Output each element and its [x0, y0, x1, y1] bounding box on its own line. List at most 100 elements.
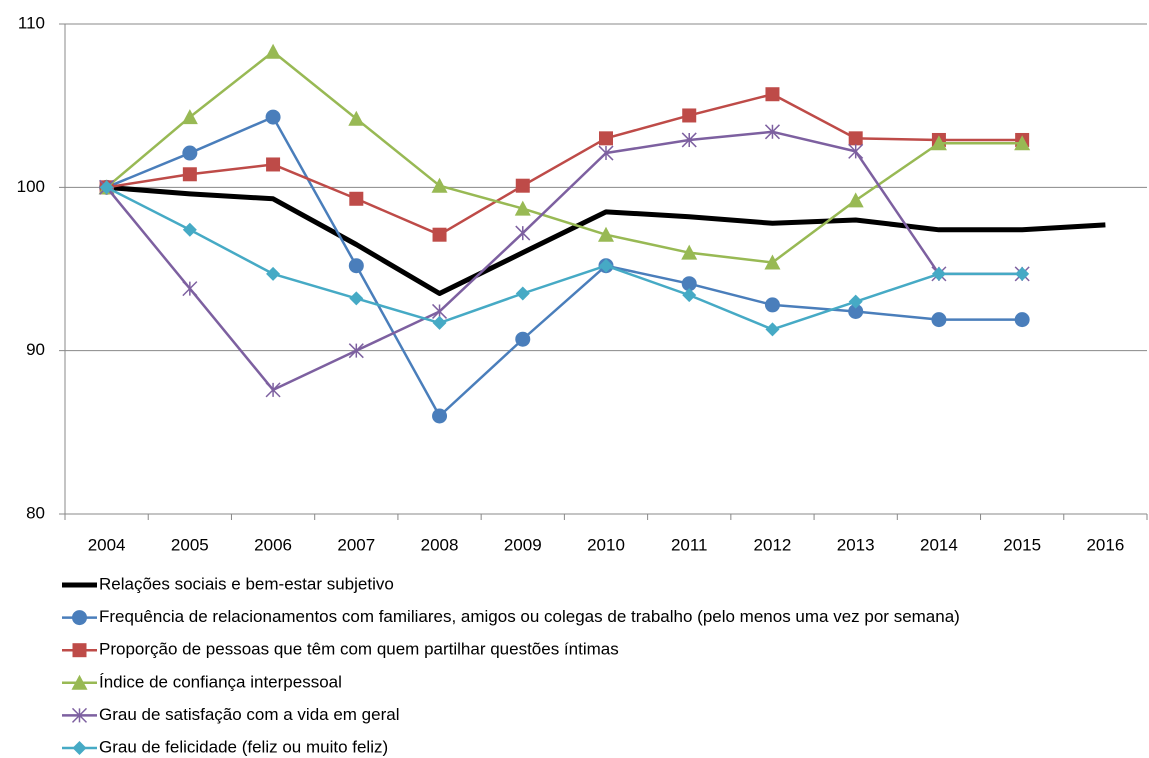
- marker: [515, 225, 531, 241]
- marker-shape: [681, 276, 697, 292]
- marker: [72, 610, 87, 626]
- marker: [348, 258, 364, 274]
- marker: [349, 191, 364, 206]
- marker: [681, 276, 697, 292]
- marker-shape: [848, 303, 864, 319]
- marker-shape: [764, 124, 780, 140]
- marker: [1014, 312, 1030, 328]
- marker-shape: [182, 281, 198, 297]
- marker: [514, 200, 531, 216]
- marker: [931, 266, 946, 281]
- marker: [515, 286, 530, 301]
- marker-shape: [1014, 312, 1030, 328]
- marker: [71, 707, 88, 723]
- series-line: [105, 50, 1023, 264]
- marker: [181, 109, 198, 125]
- marker: [681, 244, 698, 260]
- marker-shape: [515, 331, 531, 347]
- marker: [765, 87, 780, 102]
- marker-shape: [515, 225, 531, 241]
- legend-label: Relações sociais e bem-estar subjetivo: [99, 574, 394, 593]
- marker-shape: [266, 266, 281, 281]
- marker: [349, 291, 364, 306]
- marker: [265, 382, 281, 398]
- marker: [848, 303, 864, 319]
- marker-shape: [931, 266, 946, 281]
- marker: [182, 145, 198, 161]
- marker: [99, 180, 114, 195]
- legend-label: Frequência de relacionamentos com famili…: [99, 607, 960, 626]
- marker: [1015, 266, 1030, 281]
- marker-shape: [72, 741, 87, 755]
- marker: [764, 297, 780, 313]
- marker: [930, 135, 947, 151]
- marker-shape: [515, 178, 530, 193]
- marker: [1014, 135, 1031, 151]
- marker-shape: [99, 180, 114, 195]
- marker-shape: [681, 132, 697, 148]
- marker-shape: [265, 43, 282, 59]
- marker: [681, 132, 697, 148]
- marker: [71, 674, 88, 690]
- marker: [72, 643, 87, 658]
- marker-shape: [72, 643, 87, 658]
- marker-shape: [848, 143, 864, 159]
- marker: [847, 192, 864, 208]
- marker: [432, 315, 447, 330]
- marker-shape: [1014, 135, 1031, 151]
- x-tick-label: 2012: [754, 535, 792, 554]
- marker-shape: [348, 258, 364, 274]
- marker: [599, 258, 613, 273]
- marker-shape: [1015, 266, 1030, 281]
- series-line: [106, 115, 1023, 418]
- marker-shape: [599, 131, 613, 146]
- marker: [431, 177, 448, 193]
- marker: [265, 43, 282, 59]
- marker-shape: [848, 131, 863, 146]
- marker-shape: [431, 177, 448, 193]
- marker-shape: [930, 135, 947, 151]
- marker-shape: [432, 408, 448, 424]
- x-tick-label: 2006: [254, 535, 292, 554]
- marker-shape: [348, 110, 365, 126]
- marker: [266, 157, 281, 172]
- marker-shape: [266, 157, 281, 172]
- marker-shape: [182, 222, 197, 237]
- marker-shape: [71, 674, 88, 690]
- marker-shape: [931, 312, 947, 328]
- series-line: [106, 184, 1106, 296]
- marker: [432, 408, 448, 424]
- series-line: [106, 92, 1023, 236]
- x-tick-label: 2016: [1086, 535, 1124, 554]
- marker: [72, 741, 87, 755]
- marker: [848, 131, 863, 146]
- marker: [682, 108, 697, 123]
- x-tick-label: 2015: [1003, 535, 1041, 554]
- marker-shape: [71, 707, 88, 723]
- marker-shape: [765, 322, 780, 337]
- marker: [348, 343, 364, 359]
- marker: [682, 288, 697, 303]
- marker: [515, 178, 530, 193]
- legend-label: Grau de satisfação com a vida em geral: [99, 705, 399, 724]
- marker: [598, 226, 614, 242]
- marker-shape: [182, 145, 198, 161]
- marker-shape: [764, 254, 781, 270]
- marker: [848, 143, 864, 159]
- marker-shape: [349, 191, 364, 206]
- marker: [265, 109, 281, 125]
- marker-shape: [432, 315, 447, 330]
- marker-shape: [265, 382, 281, 398]
- marker: [182, 167, 197, 182]
- x-tick-label: 2005: [171, 535, 209, 554]
- legend-label: Índice de confiança interpessoal: [99, 672, 342, 691]
- x-tick-label: 2010: [587, 535, 625, 554]
- series-line: [105, 130, 1023, 392]
- marker-shape: [598, 145, 614, 161]
- marker-shape: [432, 227, 447, 242]
- marker-shape: [682, 288, 697, 303]
- y-tick-label: 100: [17, 177, 45, 196]
- marker-shape: [765, 87, 780, 102]
- marker: [182, 222, 197, 237]
